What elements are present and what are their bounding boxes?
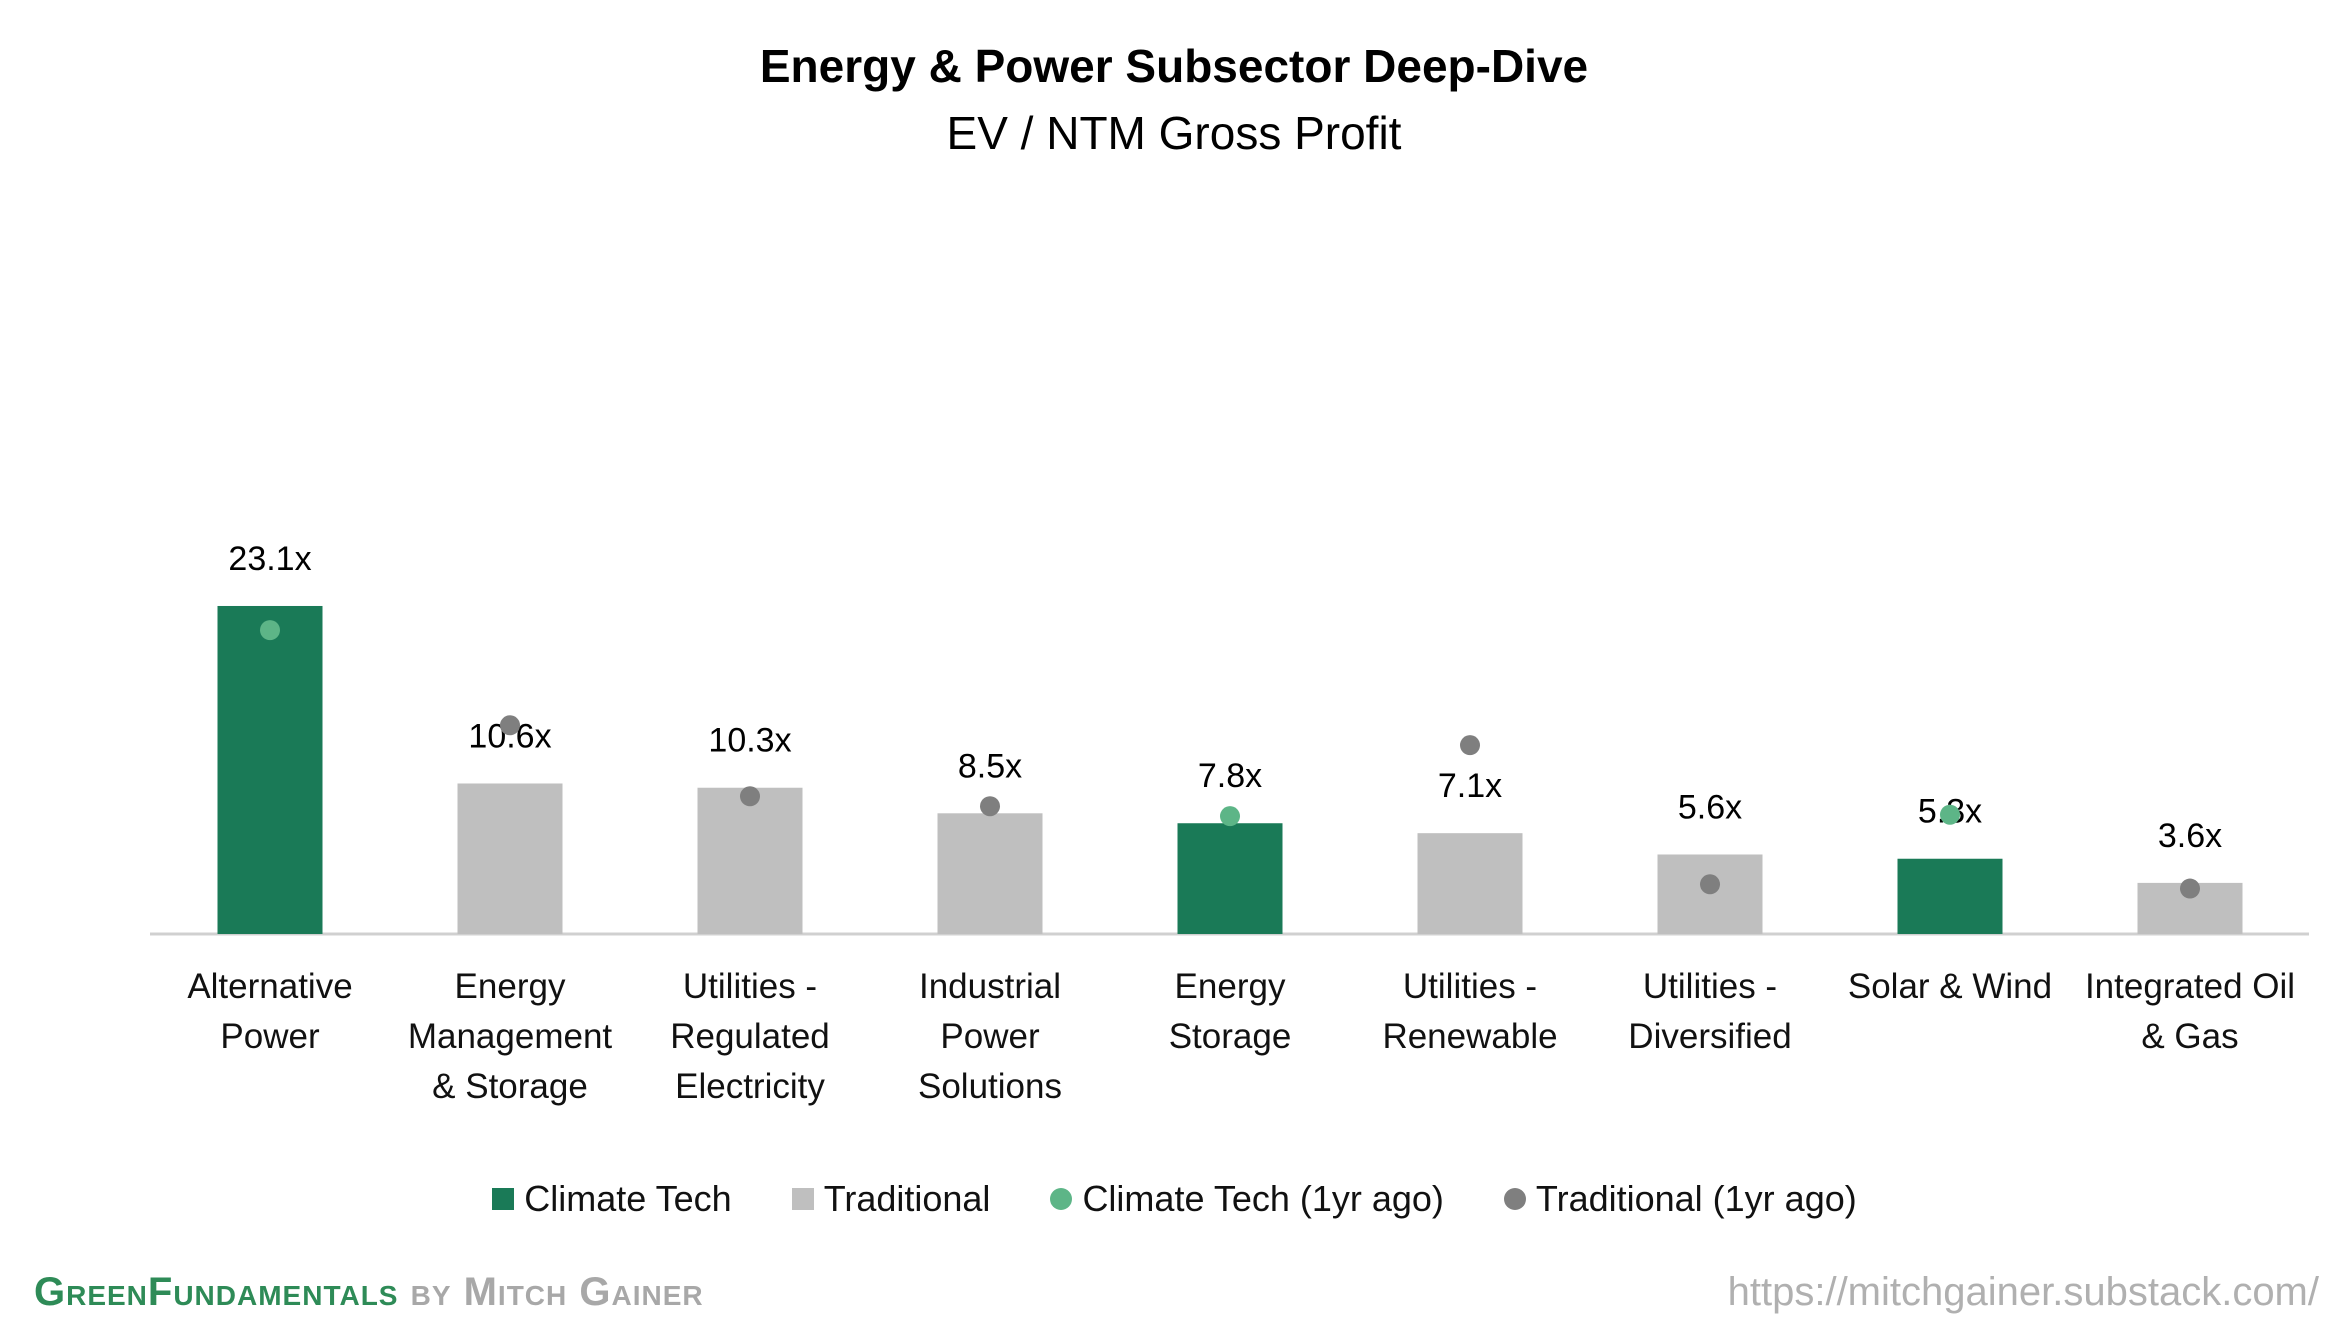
x-tick-label: Energy Storage [1168, 967, 1292, 1056]
value-label: 3.6x [2158, 817, 2222, 855]
value-label: 23.1x [228, 540, 311, 578]
legend-label: Climate Tech (1yr ago) [1082, 1178, 1444, 1219]
dot [1700, 874, 1720, 895]
legend-label: Climate Tech [524, 1178, 732, 1219]
legend-swatch [1050, 1188, 1073, 1210]
x-tick-label: Energy Management & Storage [407, 967, 613, 1106]
brand: GreenFundamentals by Mitch Gainer [34, 1270, 704, 1315]
x-tick-label: Alternative Power [187, 967, 353, 1056]
brand-author: by Mitch Gainer [410, 1270, 704, 1314]
dot [740, 786, 760, 807]
value-label: 7.8x [1198, 757, 1262, 795]
url: https://mitchgainer.substack.com/ [1727, 1270, 2319, 1314]
chart-subtitle: EV / NTM Gross Profit [947, 107, 1402, 159]
value-label: 10.3x [708, 722, 791, 760]
legend-label: Traditional [823, 1178, 991, 1219]
legend-item: Climate Tech (1yr ago) [1050, 1178, 1444, 1220]
legend-item: Climate Tech [492, 1178, 732, 1220]
bar [1417, 833, 1523, 934]
bar [217, 605, 323, 934]
x-tick-label: Utilities - Renewable [1382, 967, 1558, 1056]
dot [2180, 878, 2200, 899]
value-label: 5.6x [1678, 788, 1742, 826]
bar [937, 813, 1043, 934]
legend-label: Traditional (1yr ago) [1535, 1178, 1857, 1219]
dot [1940, 804, 1960, 825]
dot [1220, 806, 1240, 827]
dot [260, 620, 280, 641]
dot [980, 796, 1000, 817]
value-label: 7.1x [1438, 767, 1502, 805]
legend-item: Traditional [791, 1178, 991, 1220]
bar [1177, 823, 1283, 934]
x-tick-label: Solar & Wind [1847, 967, 2053, 1006]
bar [697, 787, 803, 934]
x-tick-label: Integrated Oil & Gas [2084, 967, 2296, 1056]
x-tick-label: Utilities - Regulated Electricity [670, 967, 830, 1106]
x-tick-label: Utilities - Diversified [1628, 967, 1792, 1056]
legend-swatch [492, 1188, 515, 1210]
dot [500, 715, 520, 736]
dot [1460, 735, 1480, 756]
bar [457, 783, 563, 934]
bar [1897, 858, 2003, 934]
legend-item: Traditional (1yr ago) [1503, 1178, 1857, 1220]
legend-swatch [791, 1188, 814, 1210]
brand-name: GreenFundamentals [34, 1270, 399, 1314]
legend-swatch [1503, 1188, 1526, 1210]
x-tick-label: Industrial Power Solutions [918, 967, 1062, 1106]
legend: Climate Tech Traditional Climate Tech (1yr… [0, 1178, 2349, 1220]
chart-title: Energy & Power Subsector Deep-Dive [760, 40, 1588, 92]
value-label: 8.5x [958, 747, 1022, 785]
